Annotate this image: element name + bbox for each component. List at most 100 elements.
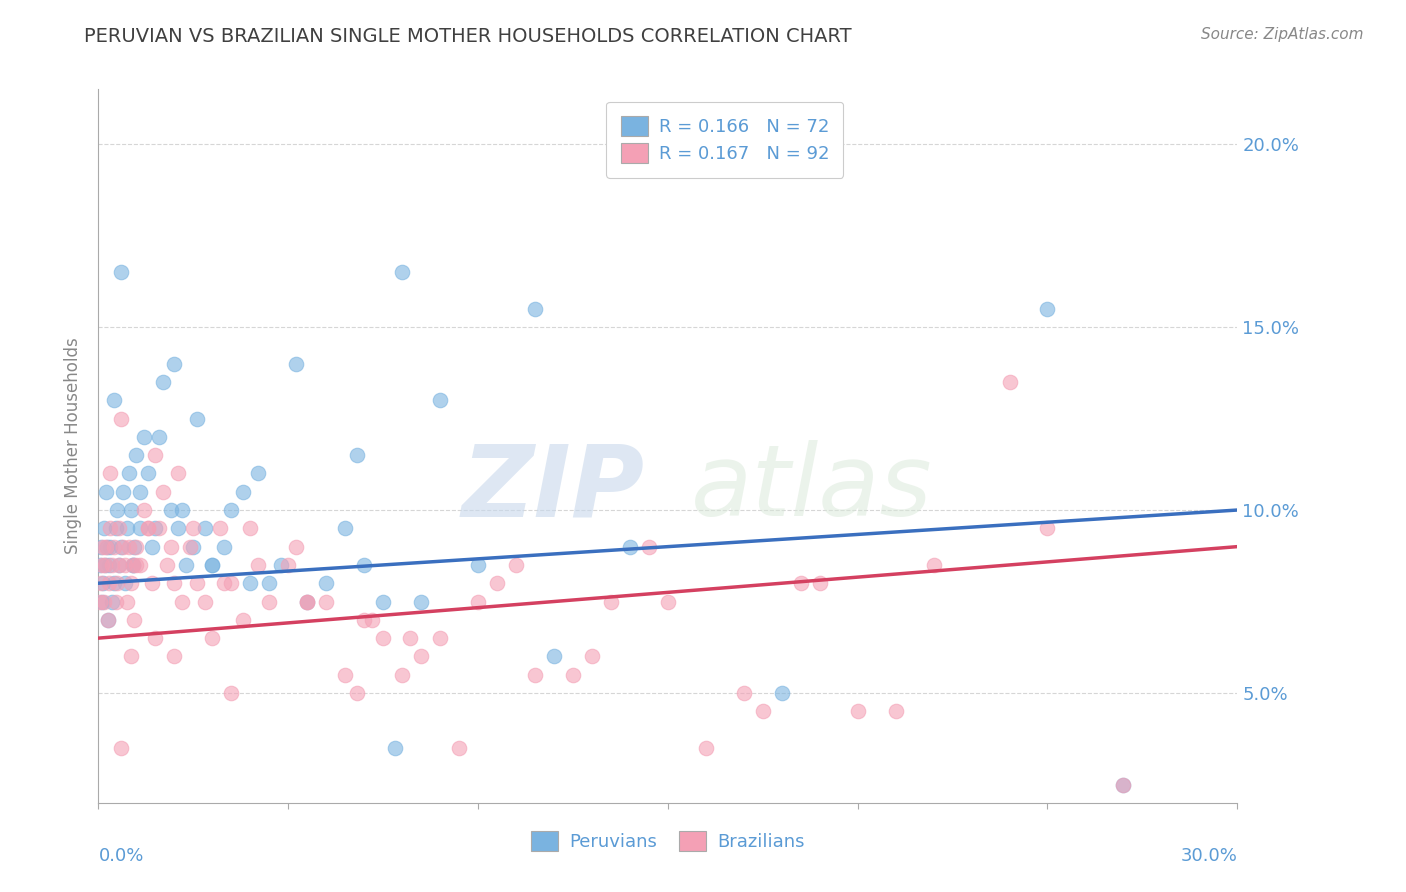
Point xyxy=(108,558,131,572)
Text: ZIP: ZIP xyxy=(463,441,645,537)
Point xyxy=(159,540,181,554)
Point xyxy=(112,484,135,499)
Point xyxy=(259,594,281,608)
Point xyxy=(100,594,122,608)
Point xyxy=(152,375,174,389)
Point xyxy=(120,576,142,591)
Point xyxy=(98,540,121,554)
Point xyxy=(600,594,623,608)
Point xyxy=(808,576,831,591)
Point xyxy=(110,265,132,279)
Point xyxy=(145,631,167,645)
Point xyxy=(1036,521,1059,535)
Point xyxy=(657,594,679,608)
Point xyxy=(1112,777,1135,791)
Point xyxy=(93,521,115,535)
Point xyxy=(91,558,114,572)
Point xyxy=(129,558,152,572)
Point xyxy=(201,558,224,572)
Point xyxy=(562,667,585,681)
Point xyxy=(118,467,141,481)
Point xyxy=(103,393,125,408)
Point xyxy=(270,558,292,572)
Point xyxy=(103,540,125,554)
Point xyxy=(118,540,141,554)
Point xyxy=(125,540,148,554)
Point xyxy=(124,540,146,554)
Point xyxy=(297,594,319,608)
Legend: Peruvians, Brazilians: Peruvians, Brazilians xyxy=(524,823,811,858)
Point xyxy=(183,540,205,554)
Point xyxy=(170,503,193,517)
Point xyxy=(212,576,235,591)
Point xyxy=(132,430,155,444)
Point xyxy=(121,558,143,572)
Point xyxy=(770,686,793,700)
Point xyxy=(201,631,224,645)
Point xyxy=(752,704,775,718)
Point xyxy=(98,576,121,591)
Point xyxy=(524,667,547,681)
Point xyxy=(581,649,603,664)
Point xyxy=(110,411,132,425)
Point xyxy=(108,558,131,572)
Point xyxy=(998,375,1021,389)
Point xyxy=(167,521,190,535)
Text: 30.0%: 30.0% xyxy=(1181,847,1237,864)
Point xyxy=(524,301,547,316)
Point xyxy=(148,430,170,444)
Point xyxy=(94,558,117,572)
Point xyxy=(129,521,152,535)
Point xyxy=(114,558,136,572)
Point xyxy=(232,613,254,627)
Point xyxy=(846,704,869,718)
Point xyxy=(194,521,217,535)
Point xyxy=(183,521,205,535)
Point xyxy=(120,649,142,664)
Point xyxy=(125,448,148,462)
Point xyxy=(429,393,451,408)
Point xyxy=(922,558,945,572)
Point xyxy=(486,576,509,591)
Point xyxy=(353,558,375,572)
Point xyxy=(246,467,269,481)
Point xyxy=(411,594,433,608)
Point xyxy=(371,594,394,608)
Point xyxy=(112,540,135,554)
Point xyxy=(107,503,129,517)
Point xyxy=(94,484,117,499)
Point xyxy=(108,521,131,535)
Point xyxy=(97,613,120,627)
Text: Source: ZipAtlas.com: Source: ZipAtlas.com xyxy=(1201,27,1364,42)
Point xyxy=(89,558,111,572)
Point xyxy=(97,613,120,627)
Point xyxy=(94,540,117,554)
Point xyxy=(104,594,127,608)
Point xyxy=(391,667,413,681)
Y-axis label: Single Mother Households: Single Mother Households xyxy=(65,338,83,554)
Point xyxy=(179,540,201,554)
Point xyxy=(115,521,138,535)
Point xyxy=(315,576,337,591)
Point xyxy=(346,686,368,700)
Point xyxy=(115,594,138,608)
Point xyxy=(335,667,357,681)
Point xyxy=(103,576,125,591)
Point xyxy=(335,521,357,535)
Point xyxy=(148,521,170,535)
Point xyxy=(163,649,186,664)
Point xyxy=(212,540,235,554)
Point xyxy=(159,503,181,517)
Point xyxy=(391,265,413,279)
Point xyxy=(91,594,114,608)
Point xyxy=(232,484,254,499)
Text: atlas: atlas xyxy=(690,441,932,537)
Point xyxy=(619,540,641,554)
Point xyxy=(398,631,420,645)
Point xyxy=(98,558,121,572)
Point xyxy=(96,540,118,554)
Point xyxy=(194,594,217,608)
Point xyxy=(884,704,907,718)
Point xyxy=(90,540,112,554)
Point xyxy=(145,448,167,462)
